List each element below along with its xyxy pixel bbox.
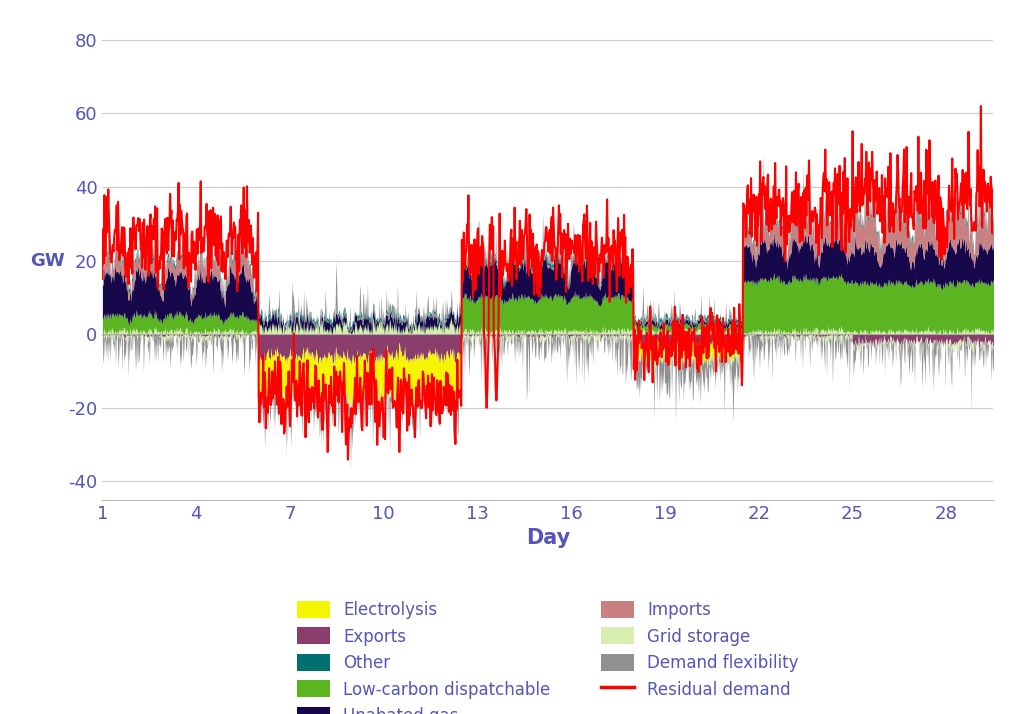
- X-axis label: Day: Day: [525, 528, 570, 548]
- Legend: Electrolysis, Exports, Other, Low-carbon dispatchable, Unabated gas, Imports, Gr: Electrolysis, Exports, Other, Low-carbon…: [290, 594, 806, 714]
- Y-axis label: GW: GW: [30, 251, 65, 270]
